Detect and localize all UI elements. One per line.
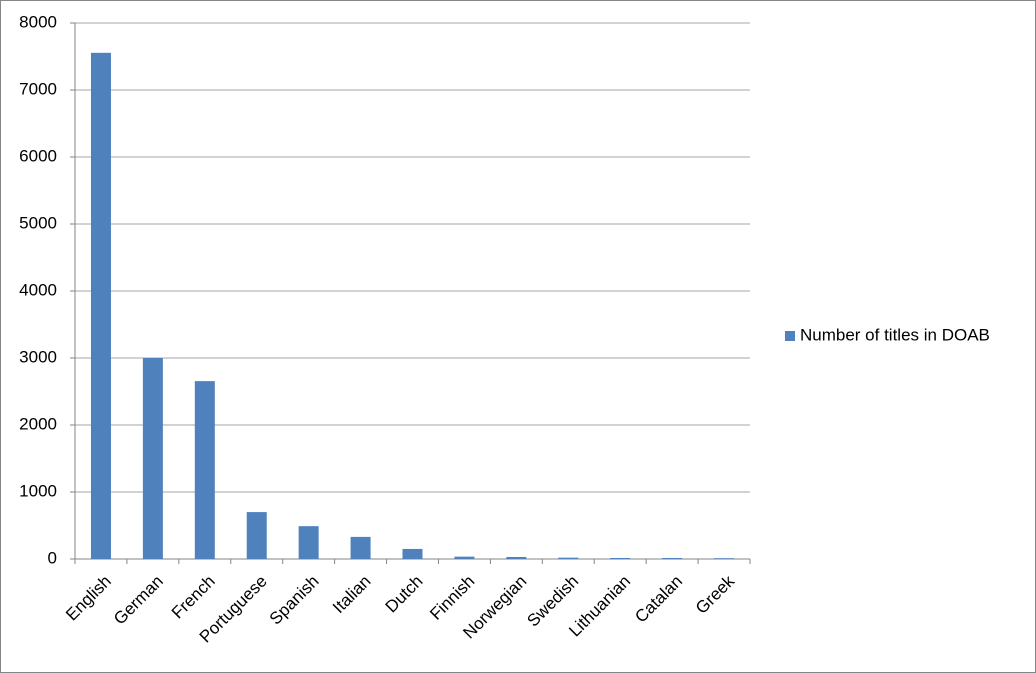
y-tick-label: 5000 [19, 213, 57, 232]
bar [558, 557, 579, 559]
y-tick-label: 0 [48, 548, 57, 567]
legend-label: Number of titles in DOAB [800, 325, 990, 344]
y-tick-label: 4000 [19, 280, 57, 299]
y-tick-label: 6000 [19, 146, 57, 165]
y-tick-label: 2000 [19, 414, 57, 433]
y-tick-label: 8000 [19, 12, 57, 31]
bar [402, 548, 423, 559]
bar [90, 52, 111, 559]
bar [246, 512, 267, 559]
bar [506, 556, 527, 559]
bar [610, 557, 631, 559]
bar [662, 557, 683, 559]
legend-swatch [785, 331, 795, 341]
y-tick-label: 3000 [19, 347, 57, 366]
bar [454, 556, 475, 559]
bar [194, 381, 215, 559]
bar [714, 558, 735, 559]
y-tick-label: 1000 [19, 481, 57, 500]
y-tick-label: 7000 [19, 79, 57, 98]
bar [142, 358, 163, 559]
bar [350, 536, 371, 559]
bar [298, 526, 319, 559]
